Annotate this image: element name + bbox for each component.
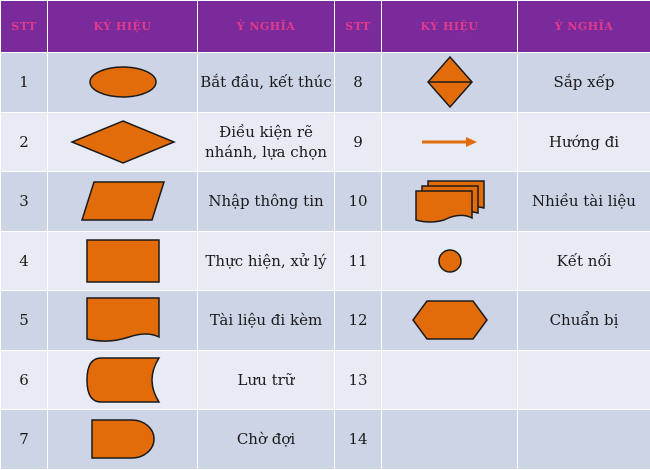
header-stt: STT (1, 1, 48, 53)
header-row: STT KÝ HIỆU Ý NGHĨA STT KÝ HIỆU Ý NGHĨA (1, 1, 650, 53)
hexagon-icon (410, 298, 490, 342)
symbol-cell (48, 112, 198, 172)
meaning-cell: Thực hiện, xử lý (198, 231, 335, 291)
meaning-cell: Hướng đi (518, 112, 650, 172)
symbol-cell (48, 172, 198, 232)
meaning-cell (518, 350, 650, 410)
arrow-right-icon (420, 134, 480, 150)
diamond-icon (68, 118, 178, 166)
meaning-cell: Kết nối (518, 231, 650, 291)
symbol-cell (382, 112, 518, 172)
stt-cell: 14 (335, 410, 382, 470)
circle-connector-icon (435, 247, 465, 275)
symbol-cell (48, 53, 198, 113)
table-row: 5 Tài liệu đi kèm 12 Chuẩn bị (1, 291, 650, 351)
meaning-cell: Tài liệu đi kèm (198, 291, 335, 351)
meaning-cell (518, 410, 650, 470)
symbol-cell (48, 231, 198, 291)
meaning-cell: Sắp xếp (518, 53, 650, 113)
symbol-cell (382, 53, 518, 113)
delay-icon (88, 417, 158, 461)
rectangle-icon (83, 237, 163, 285)
stt-cell: 13 (335, 350, 382, 410)
stt-cell: 2 (1, 112, 48, 172)
multi-document-icon (412, 178, 488, 224)
meaning-cell: Nhập thông tin (198, 172, 335, 232)
header-meaning-right: Ý NGHĨA (518, 1, 650, 53)
stt-cell: 4 (1, 231, 48, 291)
meaning-cell: Lưu trữ (198, 350, 335, 410)
document-icon (83, 295, 163, 345)
stt-cell: 7 (1, 410, 48, 470)
meaning-cell: Điều kiện rẽ nhánh, lựa chọn (198, 112, 335, 172)
sort-diamond-icon (425, 54, 475, 110)
header-meaning: Ý NGHĨA (198, 1, 335, 53)
stored-data-icon (83, 355, 163, 405)
stt-cell: 10 (335, 172, 382, 232)
stt-cell: 12 (335, 291, 382, 351)
stt-cell: 3 (1, 172, 48, 232)
table-row: 6 Lưu trữ 13 (1, 350, 650, 410)
table-row: 4 Thực hiện, xử lý 11 Kết nối (1, 231, 650, 291)
header-symbol: KÝ HIỆU (48, 1, 198, 53)
symbol-cell (382, 350, 518, 410)
stt-cell: 11 (335, 231, 382, 291)
symbol-cell (382, 172, 518, 232)
symbol-cell (382, 231, 518, 291)
table-row: 2 Điều kiện rẽ nhánh, lựa chọn 9 Hướng đ… (1, 112, 650, 172)
meaning-cell: Chờ đợi (198, 410, 335, 470)
stt-cell: 5 (1, 291, 48, 351)
stt-cell: 1 (1, 53, 48, 113)
header-symbol-right: KÝ HIỆU (382, 1, 518, 53)
parallelogram-icon (78, 178, 168, 224)
symbol-cell (48, 350, 198, 410)
meaning-cell: Chuẩn bị (518, 291, 650, 351)
stt-cell: 6 (1, 350, 48, 410)
symbol-cell (382, 291, 518, 351)
header-stt-right: STT (335, 1, 382, 53)
symbol-cell (48, 291, 198, 351)
symbol-cell (382, 410, 518, 470)
stt-cell: 9 (335, 112, 382, 172)
meaning-cell: Nhiều tài liệu (518, 172, 650, 232)
table-row: 7 Chờ đợi 14 (1, 410, 650, 470)
table-row: 1 Bắt đầu, kết thúc 8 Sắp xếp (1, 53, 650, 113)
table-row: 3 Nhập thông tin 10 Nhiều tài liệu (1, 172, 650, 232)
ellipse-icon (83, 62, 163, 102)
stt-cell: 8 (335, 53, 382, 113)
symbol-cell (48, 410, 198, 470)
meaning-cell: Bắt đầu, kết thúc (198, 53, 335, 113)
